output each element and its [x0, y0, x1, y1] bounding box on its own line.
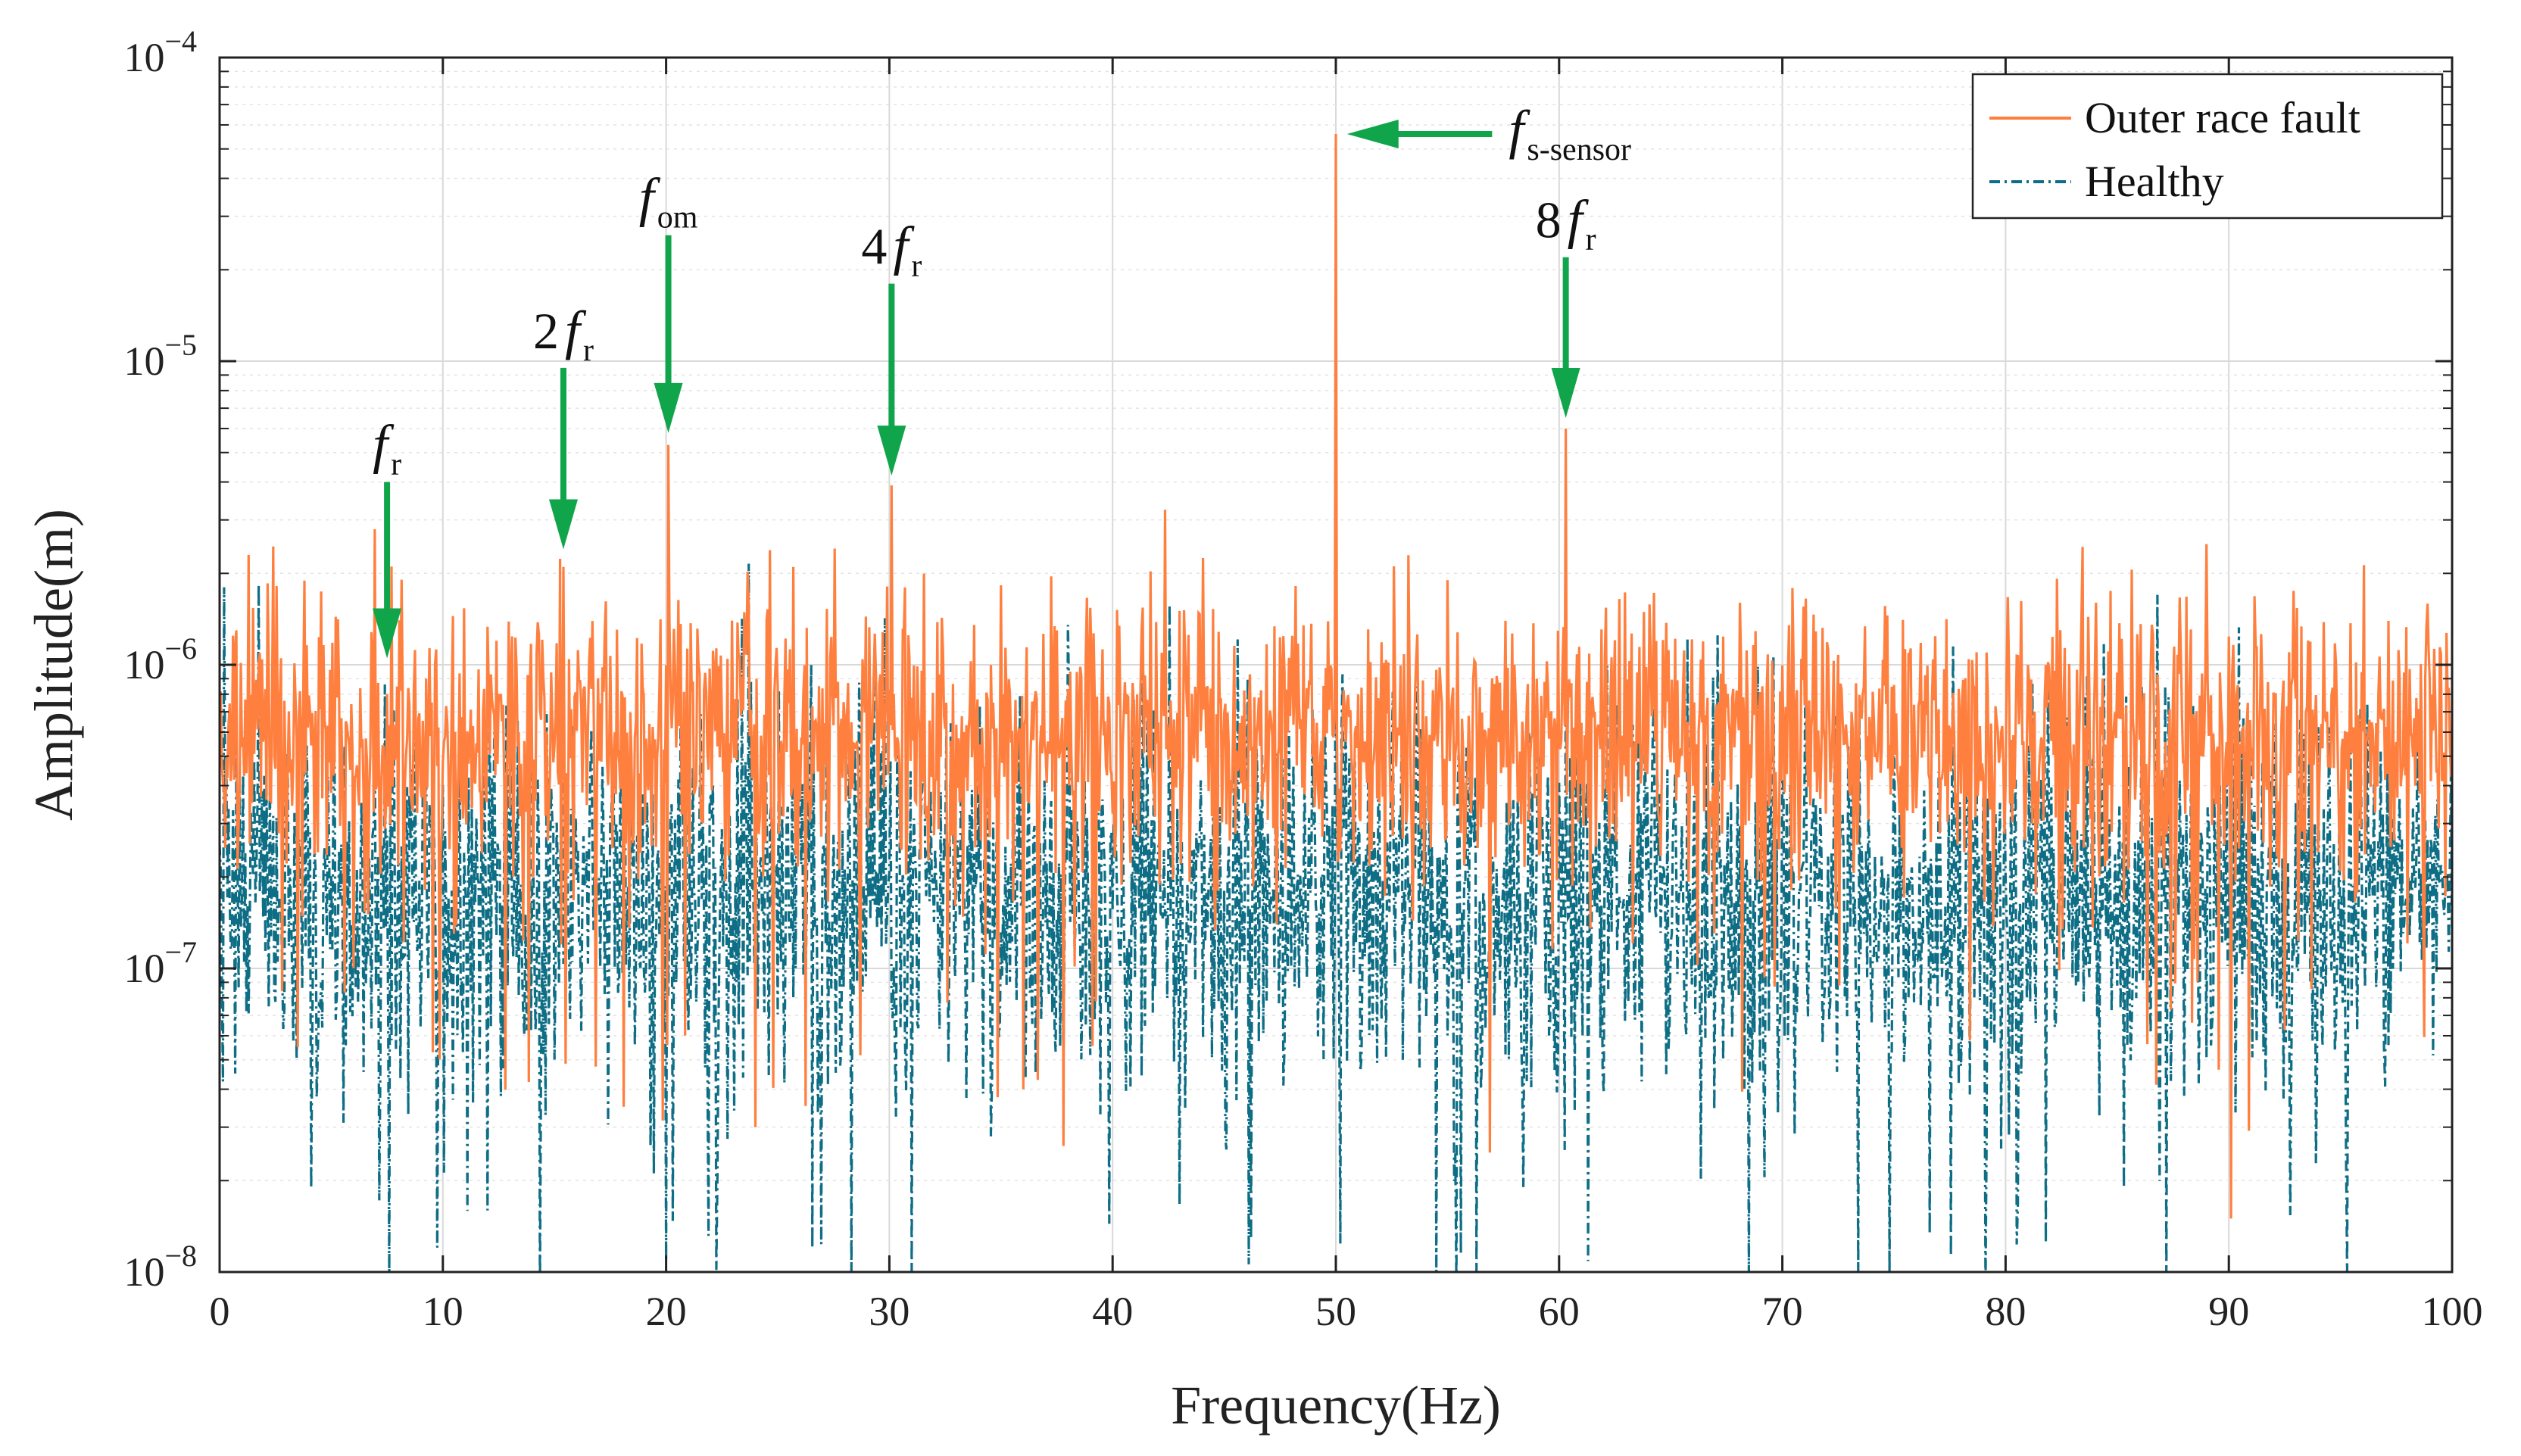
- legend-label-1: Healthy: [2085, 157, 2224, 206]
- y-tick-label: 10−8: [123, 1239, 197, 1295]
- x-tick-label: 50: [1315, 1289, 1356, 1334]
- y-axis: 10−8 10−7 10−6 10−5 10−4: [123, 24, 2452, 1295]
- x-axis: 0 10 20 30 40 50 60 70 80 90 100: [210, 58, 2483, 1334]
- x-tick-label: 70: [1762, 1289, 1803, 1334]
- y-tick-label: 10−7: [123, 935, 197, 991]
- y-tick-label: 10−4: [123, 24, 197, 80]
- y-tick-label: 10−5: [123, 328, 197, 384]
- annotation-label-fr: fr: [373, 414, 401, 482]
- y-tick-label: 10−6: [123, 631, 197, 687]
- x-tick-label: 100: [2422, 1289, 2483, 1334]
- annotation-arrow-head-8fr: [1551, 368, 1580, 419]
- annotation-arrow-head-fr: [373, 608, 402, 659]
- series-layer: [220, 133, 2452, 1272]
- x-tick-label: 10: [423, 1289, 463, 1334]
- x-tick-label: 90: [2208, 1289, 2249, 1334]
- annotation-arrow-head-fom: [654, 382, 683, 433]
- annotations: fr 2 fr fom 4 fr 8 fr fs-sensor: [373, 99, 1631, 659]
- annotation-label-fs: fs-sensor: [1509, 99, 1631, 167]
- x-tick-label: 80: [1985, 1289, 2026, 1334]
- x-tick-label: 0: [210, 1289, 230, 1334]
- legend: Outer race fault Healthy: [1971, 73, 2444, 220]
- series-line-outer-race-fault: [220, 133, 2452, 1219]
- annotation-label-8fr: 8 fr: [1536, 189, 1596, 257]
- annotation-arrow-head-fs: [1346, 119, 1399, 148]
- annotation-arrow-head-2fr: [548, 499, 578, 550]
- x-tick-label: 40: [1092, 1289, 1133, 1334]
- x-tick-label: 30: [869, 1289, 909, 1334]
- annotation-arrow-head-4fr: [877, 426, 906, 476]
- x-tick-label: 60: [1539, 1289, 1580, 1334]
- y-axis-title: Amplitude(m): [23, 509, 84, 821]
- annotation-label-fom: fom: [639, 167, 698, 235]
- x-tick-label: 20: [646, 1289, 687, 1334]
- annotation-label-2fr: 2 fr: [533, 300, 594, 368]
- legend-box: [1971, 73, 2444, 220]
- legend-label-0: Outer race fault: [2085, 93, 2360, 142]
- x-axis-title: Frequency(Hz): [1171, 1375, 1501, 1436]
- series-line-healthy: [220, 519, 2452, 1272]
- annotation-label-4fr: 4 fr: [861, 216, 922, 284]
